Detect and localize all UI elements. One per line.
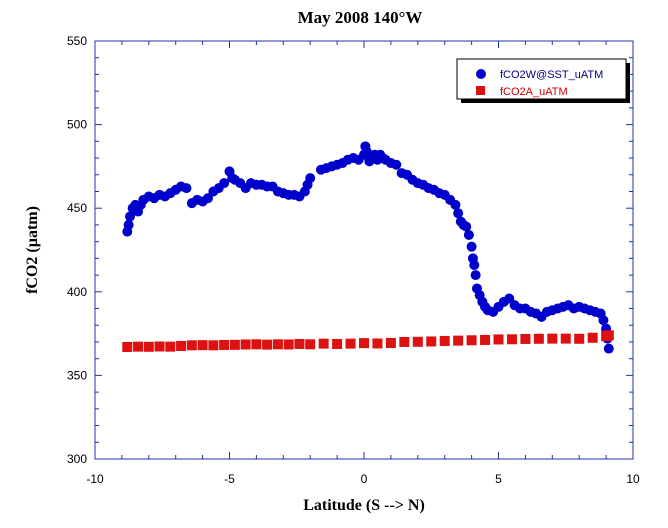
- legend-marker-fco2a: [476, 86, 485, 95]
- data-point-circle: [466, 241, 477, 252]
- data-point-circle: [469, 260, 480, 271]
- x-tick-label: 0: [361, 472, 368, 486]
- data-point-square: [154, 341, 165, 352]
- y-tick-label: 500: [67, 118, 87, 132]
- data-point-square: [208, 340, 219, 351]
- data-point-square: [283, 339, 294, 350]
- data-point-square: [305, 339, 316, 350]
- data-point-square: [426, 336, 437, 347]
- x-tick-label: 10: [626, 472, 640, 486]
- series-fco2w: [122, 141, 614, 354]
- data-point-square: [547, 333, 558, 344]
- data-point-circle: [598, 315, 609, 326]
- data-point-square: [197, 340, 208, 351]
- data-point-square: [412, 336, 423, 347]
- data-point-square: [240, 339, 251, 350]
- data-point-square: [466, 335, 477, 346]
- data-point-circle: [202, 193, 213, 204]
- data-point-square: [399, 336, 410, 347]
- plot-frame: [94, 40, 634, 460]
- data-point-square: [533, 333, 544, 344]
- data-point-square: [587, 332, 598, 343]
- data-point-square: [493, 334, 504, 345]
- legend: fCO2W@SST_uATM fCO2A_uATM: [456, 58, 630, 103]
- data-point-square: [359, 338, 369, 349]
- x-tick-label: -10: [86, 472, 104, 486]
- data-point-square: [480, 334, 491, 345]
- y-tick-label: 350: [67, 368, 87, 382]
- y-tick-label: 450: [67, 201, 87, 215]
- data-point-square: [318, 338, 329, 349]
- y-tick-label: 400: [67, 285, 87, 299]
- y-axis-label: fCO2 (µatm): [24, 206, 41, 294]
- data-point-circle: [181, 183, 192, 194]
- data-point-square: [372, 338, 383, 349]
- data-point-circle: [391, 159, 402, 170]
- data-point-square: [186, 340, 197, 351]
- axis-ticks: -10 -5 0 5 10 300 350 400 450 500 550: [67, 34, 640, 486]
- data-point-square: [229, 339, 240, 350]
- data-point-square: [272, 339, 283, 350]
- legend-label-fco2w: fCO2W@SST_uATM: [500, 69, 603, 81]
- data-point-circle: [470, 270, 481, 281]
- data-point-circle: [603, 343, 614, 354]
- data-point-square: [294, 338, 305, 349]
- data-point-square: [453, 335, 464, 346]
- data-points: [122, 141, 614, 354]
- data-point-circle: [305, 173, 316, 184]
- data-point-square: [165, 341, 176, 352]
- series-fco2a: [122, 330, 614, 352]
- x-axis-label: Latitude (S --> N): [303, 497, 425, 514]
- x-tick-label: 5: [495, 472, 502, 486]
- data-point-circle: [463, 229, 474, 240]
- y-tick-label: 550: [67, 34, 87, 48]
- data-point-square: [133, 341, 144, 352]
- data-point-circle: [504, 293, 515, 304]
- data-point-square: [219, 339, 230, 350]
- data-point-circle: [219, 178, 230, 189]
- data-point-square: [506, 334, 517, 345]
- data-point-square: [143, 341, 154, 352]
- data-point-square: [262, 339, 273, 350]
- data-point-square: [332, 338, 343, 349]
- data-point-square: [385, 337, 396, 348]
- data-point-square: [520, 333, 531, 344]
- legend-marker-fco2w: [476, 69, 486, 79]
- data-point-square: [122, 341, 133, 352]
- data-point-square: [251, 339, 262, 350]
- data-point-square: [574, 333, 585, 344]
- data-point-square: [345, 338, 356, 349]
- data-point-circle: [450, 199, 461, 210]
- data-point-circle: [461, 221, 472, 232]
- x-tick-label: -5: [224, 472, 235, 486]
- data-point-square: [176, 340, 187, 351]
- data-point-square: [439, 335, 450, 346]
- legend-label-fco2a: fCO2A_uATM: [500, 86, 568, 98]
- data-point-circle: [453, 208, 464, 219]
- data-point-circle: [124, 211, 135, 222]
- data-point-square: [560, 333, 571, 344]
- chart-title: May 2008 140°W: [298, 8, 423, 27]
- data-point-circle: [123, 219, 134, 230]
- legend-box: [456, 58, 627, 100]
- data-point-square: [603, 330, 614, 341]
- y-tick-label: 300: [67, 452, 87, 466]
